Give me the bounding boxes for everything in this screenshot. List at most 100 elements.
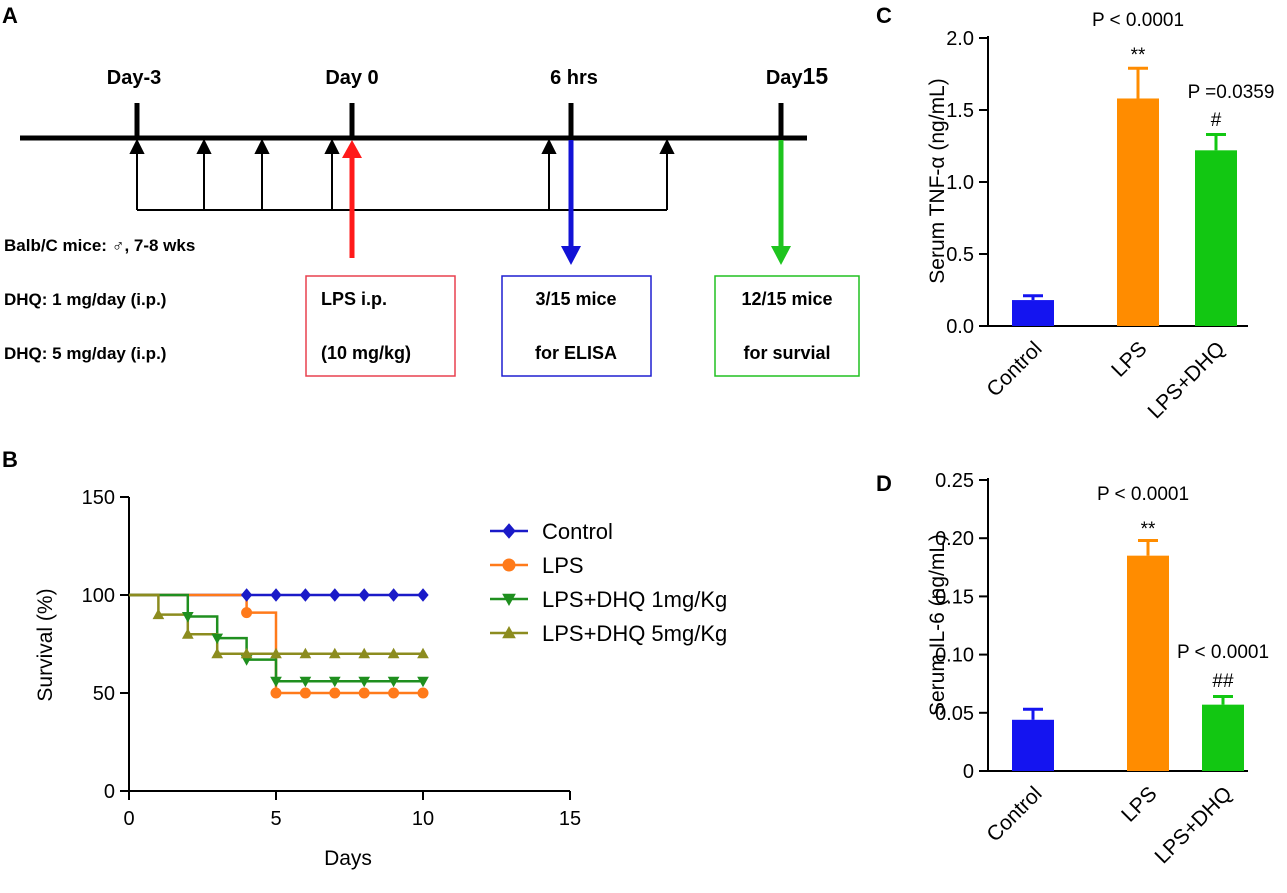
legend-label: LPS xyxy=(542,553,584,578)
category-label: Control xyxy=(982,782,1046,846)
dhq-5mg-note: DHQ: 5 mg/day (i.p.) xyxy=(4,344,166,363)
timeline-label-6hrs: 6 hrs xyxy=(550,67,598,89)
data-point xyxy=(240,588,253,602)
panel-letter-b: B xyxy=(2,447,18,472)
il6-annotations: P < 0.0001 ** P < 0.0001 ## xyxy=(1097,484,1269,692)
legend-marker xyxy=(502,625,516,639)
p-value-label: P < 0.0001 xyxy=(1097,484,1189,505)
data-point xyxy=(240,647,253,659)
elisa-box-line2: for ELISA xyxy=(535,343,617,363)
p-value-label: P =0.0359 xyxy=(1188,82,1275,103)
significance-marker: ** xyxy=(1131,45,1146,66)
x-tick-label: 10 xyxy=(412,808,434,830)
data-point xyxy=(388,687,400,699)
y-tick-label: 0.25 xyxy=(935,470,974,492)
y-tick-label: 0.5 xyxy=(946,244,974,266)
survival-chart: 0 50 100 150 0 5 10 15 Control LPS LPS+DHQ 1mg/Kg… xyxy=(34,487,727,870)
data-point xyxy=(299,647,312,659)
data-point xyxy=(417,676,429,688)
bar-lps-dhq xyxy=(1195,150,1237,326)
data-point xyxy=(358,687,370,699)
elisa-arrowhead xyxy=(561,246,581,265)
significance-marker: ## xyxy=(1212,671,1234,692)
y-tick-label: 0.0 xyxy=(946,316,974,338)
y-tick-label: 0.10 xyxy=(935,645,974,667)
category-label: Control xyxy=(982,337,1046,401)
significance-marker: # xyxy=(1211,110,1222,131)
data-point xyxy=(328,647,341,659)
category-label: LPS xyxy=(1117,782,1161,826)
data-point xyxy=(417,588,429,602)
survival-y-axis-label: Survival (%) xyxy=(34,588,57,701)
x-tick-label: 0 xyxy=(123,808,134,830)
il6-y-axis-label: Serum IL-6 (ng/mL) xyxy=(926,534,949,716)
y-tick-label: 100 xyxy=(82,585,115,607)
y-tick-label: 2.0 xyxy=(946,28,974,50)
data-point xyxy=(270,647,282,659)
data-point xyxy=(387,676,400,688)
x-tick-label: 5 xyxy=(270,808,281,830)
y-tick-label: 1.0 xyxy=(946,172,974,194)
survival-box xyxy=(714,275,860,377)
y-tick-label: 50 xyxy=(93,683,115,705)
survival-legend: Control LPS LPS+DHQ 1mg/Kg LPS+DHQ 5mg/Kg xyxy=(490,519,727,646)
data-point xyxy=(358,647,371,659)
bar-control xyxy=(1012,300,1054,326)
lps-box-line2: (10 mg/kg) xyxy=(321,343,411,363)
y-tick-label: 0.05 xyxy=(935,703,974,725)
timeline-diagram: Day-3 Day 0 6 hrs Day15 Balb/C mice: ♂, … xyxy=(4,63,860,377)
survival-x-axis-label: Days xyxy=(324,847,372,870)
il6-bar-chart: 00.050.100.150.200.25 Control LPSLPS+DHQ … xyxy=(926,470,1269,868)
bar-lps xyxy=(1127,555,1169,771)
panel-letter-d: D xyxy=(876,471,892,496)
day15-number: 15 xyxy=(803,63,829,89)
survival-box-line2: for survial xyxy=(743,343,830,363)
timeline-label-day0: Day 0 xyxy=(325,67,378,89)
tnf-annotations: P < 0.0001 ** P =0.0359 # xyxy=(1092,10,1274,131)
data-point xyxy=(299,588,312,602)
data-point xyxy=(299,676,312,688)
category-label: LPS+DHQ xyxy=(1144,337,1230,423)
data-point xyxy=(417,647,429,659)
x-tick-label: 15 xyxy=(559,808,581,830)
data-point xyxy=(358,588,370,602)
y-tick-label: 0.15 xyxy=(935,586,974,608)
timeline-label-day-minus3: Day-3 xyxy=(107,67,161,89)
category-label: LPS xyxy=(1107,337,1151,381)
bar-control xyxy=(1012,719,1054,771)
data-point xyxy=(270,588,282,602)
survival-markers xyxy=(152,588,429,699)
y-tick-label: 1.5 xyxy=(946,100,974,122)
survival-arrowhead xyxy=(771,246,791,265)
p-value-label: P < 0.0001 xyxy=(1092,10,1184,31)
series-line-2 xyxy=(129,593,423,683)
dosing-arrows xyxy=(129,138,675,210)
significance-marker: ** xyxy=(1141,519,1156,540)
il6-axes: 0 0.05 0.10 0.15 0.20 0.25 xyxy=(935,470,1248,783)
legend-label: LPS+DHQ 1mg/Kg xyxy=(542,587,727,612)
data-point xyxy=(152,608,165,620)
data-point xyxy=(211,633,224,645)
data-point xyxy=(328,676,341,688)
timeline-label-day15: Day15 xyxy=(766,63,828,89)
lps-injection-arrowhead xyxy=(342,140,362,158)
lps-box xyxy=(305,275,456,377)
data-point xyxy=(181,612,194,623)
survival-box-line1: 12/15 mice xyxy=(741,289,832,309)
y-tick-label: 0.20 xyxy=(935,528,974,550)
lps-box-line1: LPS i.p. xyxy=(321,289,387,309)
day15-prefix: Day xyxy=(766,67,804,89)
data-point xyxy=(241,607,253,619)
panel-letter-c: C xyxy=(876,3,892,28)
data-point xyxy=(181,628,194,639)
data-point xyxy=(387,647,400,659)
dhq-1mg-note: DHQ: 1 mg/day (i.p.) xyxy=(4,290,166,309)
data-point xyxy=(329,588,341,602)
category-label: LPS+DHQ xyxy=(1151,782,1237,868)
tnf-y-axis-label: Serum TNF-α (ng/mL) xyxy=(926,78,949,283)
legend-label: LPS+DHQ 5mg/Kg xyxy=(542,621,727,646)
data-point xyxy=(329,687,341,699)
